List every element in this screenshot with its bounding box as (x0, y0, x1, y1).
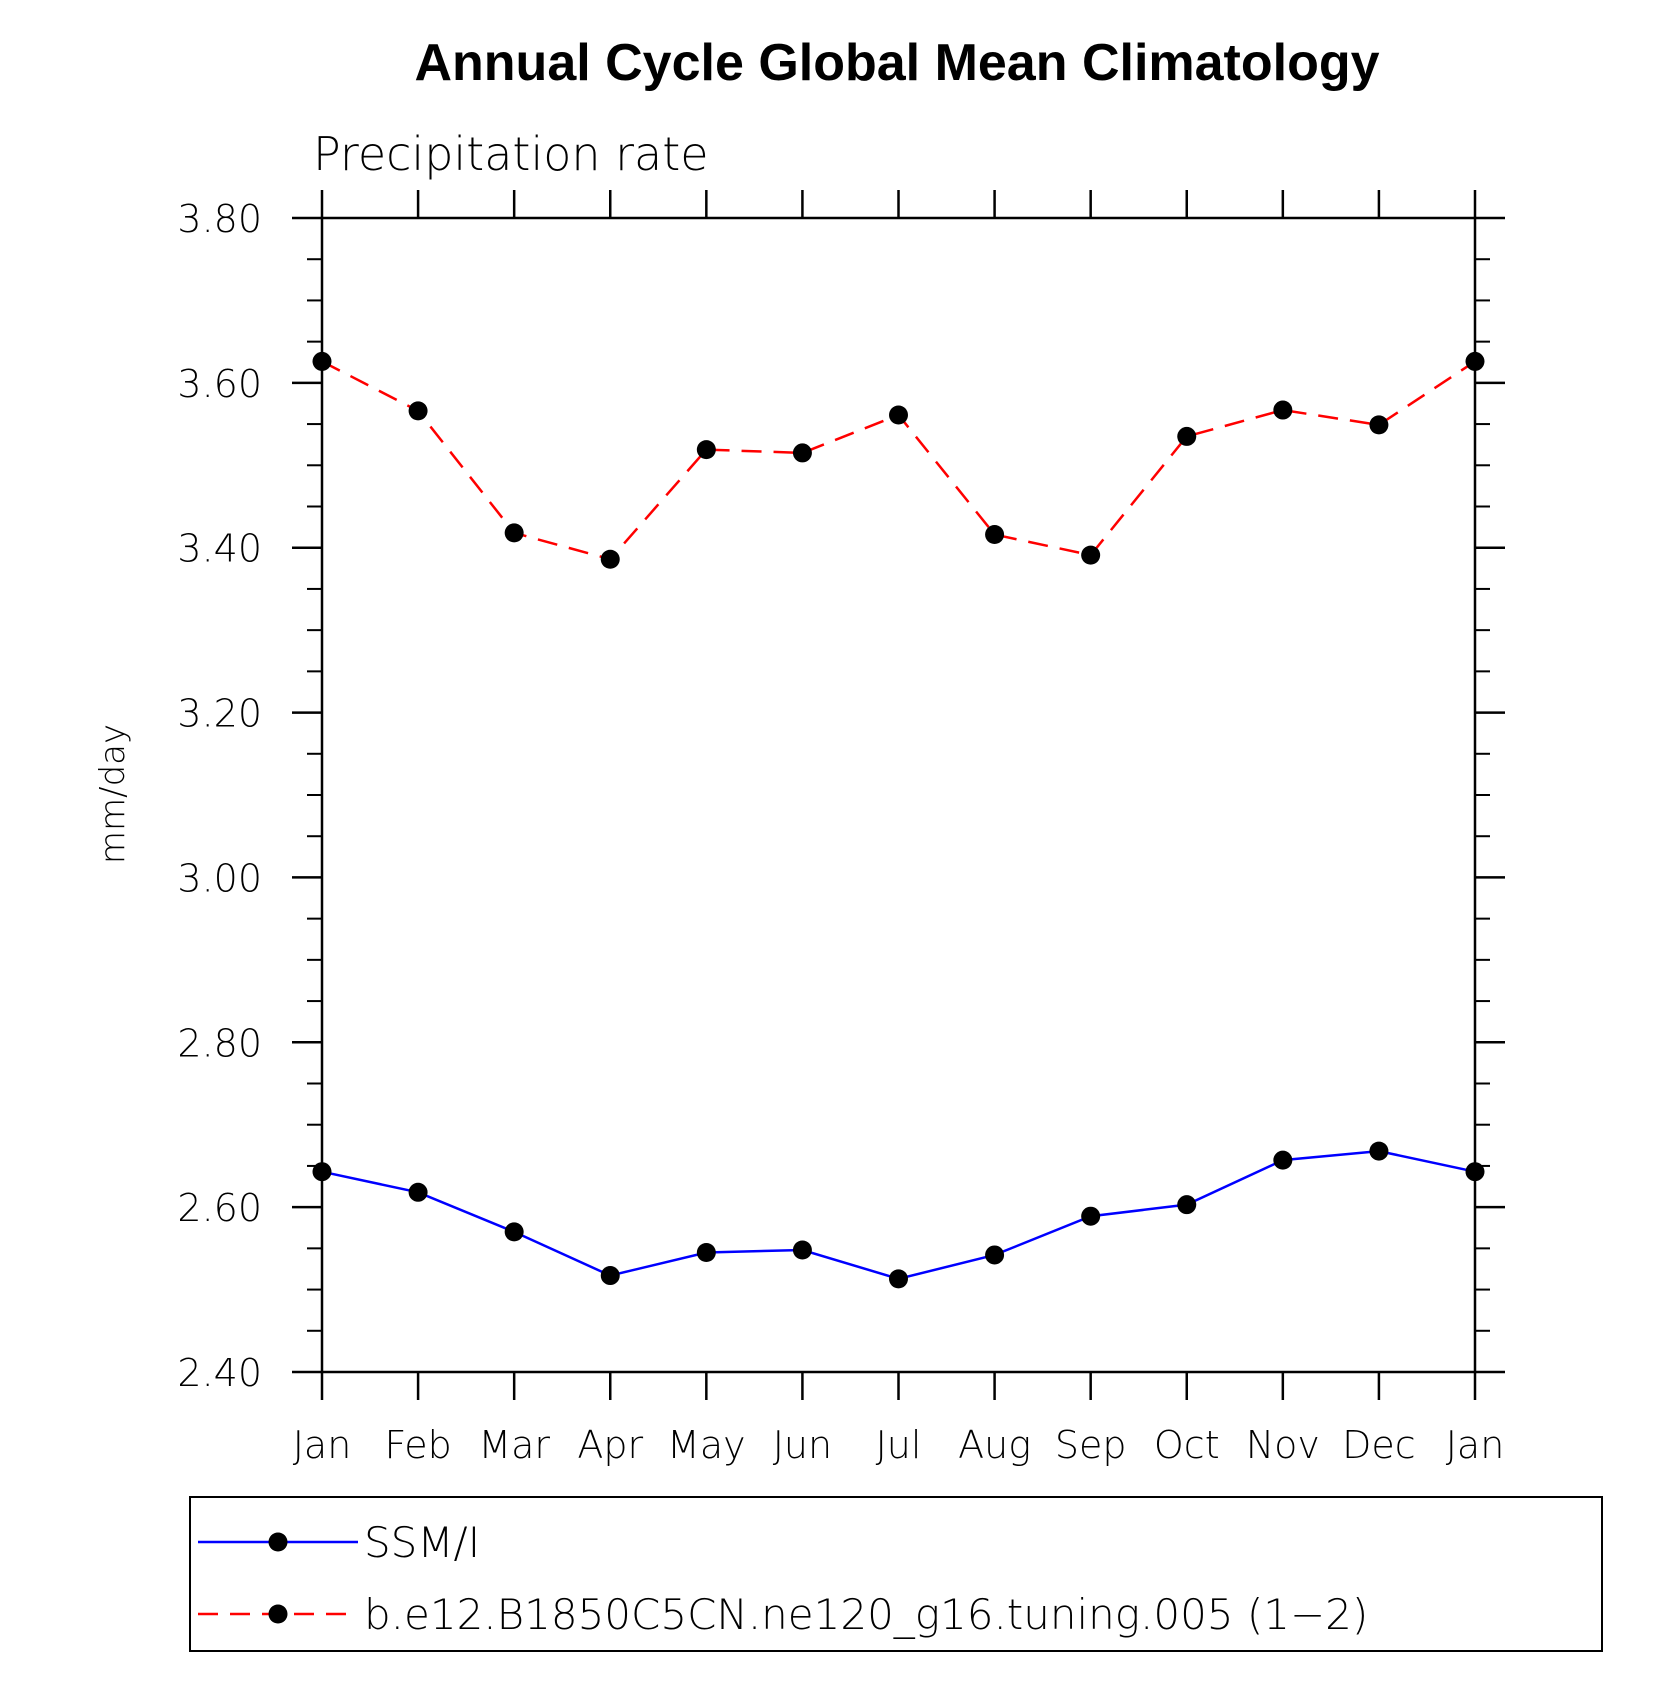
series-line-1 (321, 1149, 1476, 1281)
legend-label-1: SSM/I (364, 1518, 480, 1567)
series-1-point (1081, 1206, 1101, 1226)
x-tick-label: Feb (384, 1423, 451, 1467)
series-1-point (1465, 1162, 1485, 1182)
series-2-point (1465, 351, 1485, 371)
series-1-point (889, 1269, 908, 1289)
legend-marker-2 (268, 1604, 288, 1624)
x-tick-label: Apr (577, 1423, 643, 1467)
x-tick-label: Jan (293, 1423, 352, 1467)
y-tick-label: 3.80 (177, 197, 262, 241)
series-line-2 (321, 360, 1476, 561)
series-2-point (1369, 415, 1389, 435)
series-2-point (1177, 426, 1197, 446)
series-1-point (1177, 1195, 1197, 1215)
y-tick-label: 2.40 (177, 1351, 262, 1395)
series-1-point (600, 1266, 620, 1286)
series-2-point (600, 549, 620, 569)
series-1-point (1273, 1150, 1293, 1170)
x-tick-label: Jun (773, 1423, 832, 1467)
series-2-point (1273, 400, 1293, 420)
y-tick-label: 3.40 (177, 527, 262, 571)
y-tick-label: 2.60 (177, 1186, 262, 1230)
series-2-point (504, 523, 524, 543)
series-1-point (1369, 1141, 1389, 1161)
series-layer (312, 351, 1485, 1289)
series-1-point (985, 1245, 1005, 1265)
series-2-point (1081, 545, 1101, 565)
x-tick-label: Mar (478, 1423, 550, 1467)
y-tick-label: 3.60 (177, 362, 262, 406)
chart-title: Annual Cycle Global Mean Climatology (414, 34, 1379, 92)
x-tick-label: Jan (1446, 1423, 1505, 1467)
x-tick-label: Nov (1246, 1423, 1320, 1467)
axes-layer: 2.40 2.60 2.80 3.00 3.20 3.40 3.60 3.80 Jan Feb Ma… (177, 190, 1505, 1467)
legend-marker-1 (268, 1532, 288, 1552)
series-2-point (792, 443, 812, 463)
series-2-point (889, 405, 908, 425)
x-tick-label: Aug (958, 1423, 1031, 1467)
series-1-point (504, 1222, 524, 1242)
series-2-point (985, 525, 1005, 545)
legend-label-2: b.e12.B1850C5CN.ne120_g16.tuning.005 (1−… (364, 1590, 1368, 1639)
y-tick-label: 3.20 (177, 692, 262, 736)
series-1-point (408, 1182, 428, 1202)
series-1-point (696, 1242, 716, 1262)
series-2-point (312, 351, 332, 371)
y-tick-label: 2.80 (177, 1021, 262, 1065)
series-2-point (696, 440, 716, 460)
legend-box (189, 1496, 1603, 1652)
series-1-point (312, 1162, 332, 1182)
series-1-point (792, 1240, 812, 1260)
legend: SSM/I b.e12.B1850C5CN.ne120_g16.tuning.00… (189, 1496, 1603, 1652)
x-tick-label: Sep (1055, 1423, 1127, 1467)
y-axis-label: mm/day (93, 724, 133, 864)
series-2-point (408, 401, 428, 421)
x-tick-label: Dec (1342, 1423, 1416, 1467)
y-tick-label: 3.00 (177, 856, 262, 900)
x-tick-label: May (667, 1423, 746, 1467)
x-tick-label: Jul (876, 1423, 922, 1467)
chart-subtitle: Precipitation rate (313, 127, 709, 181)
x-tick-label: Oct (1154, 1423, 1220, 1467)
plot-frame (320, 216, 1477, 1374)
